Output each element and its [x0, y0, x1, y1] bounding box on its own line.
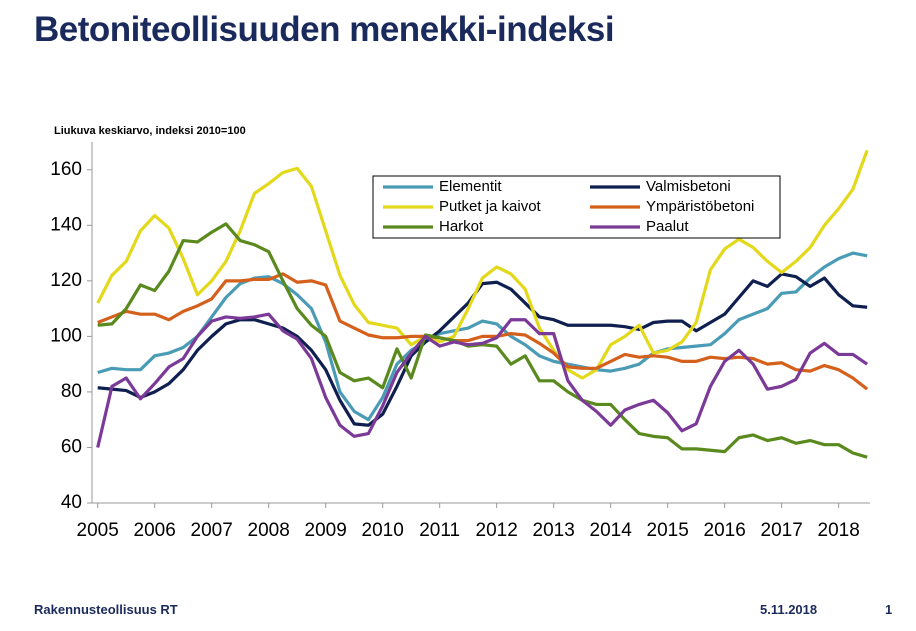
- x-tick-label: 2018: [818, 520, 860, 541]
- y-tick-label: 160: [50, 159, 82, 180]
- x-tick-label: 2015: [647, 520, 689, 541]
- line-series: [97, 251, 868, 422]
- legend-label: Harkot: [439, 218, 484, 235]
- x-tick-label: 2007: [191, 520, 233, 541]
- x-tick-label: 2005: [77, 520, 119, 541]
- x-tick-label: 2008: [248, 520, 290, 541]
- line-series: [97, 272, 868, 427]
- y-tick-label: 140: [50, 214, 82, 235]
- x-tick-label: 2014: [590, 520, 633, 541]
- y-tick-label: 120: [50, 270, 82, 291]
- y-tick-label: 80: [61, 381, 82, 402]
- x-tick-label: 2006: [134, 520, 176, 541]
- page-number: 1: [885, 602, 893, 617]
- line-series: [97, 272, 869, 391]
- y-tick-label: 100: [50, 325, 82, 346]
- legend-label: Elementit: [439, 178, 502, 195]
- x-tick-label: 2011: [419, 520, 460, 541]
- x-tick-label: 2012: [476, 520, 518, 541]
- slide-title: Betoniteollisuuden menekki-indeksi: [34, 10, 615, 49]
- x-tick-label: 2009: [305, 520, 347, 541]
- y-tick-label: 40: [61, 492, 82, 513]
- x-tick-label: 2010: [362, 520, 404, 541]
- chart: Liukuva keskiarvo, indeksi 2010=100 40 60…: [50, 125, 870, 541]
- legend-label: Paalut: [646, 218, 689, 235]
- line-series: [96, 149, 869, 380]
- x-tick-label: 2013: [533, 520, 575, 541]
- line-series: [96, 312, 869, 448]
- footer-date: 5.11.2018: [760, 602, 818, 617]
- legend-label: Putket ja kaivot: [439, 198, 542, 215]
- chart-subtitle: Liukuva keskiarvo, indeksi 2010=100: [54, 125, 246, 137]
- legend-label: Valmisbetoni: [646, 178, 731, 195]
- x-tick-label: 2016: [704, 520, 746, 541]
- footer-source: Rakennusteollisuus RT: [34, 602, 178, 617]
- x-tick-label: 2017: [761, 520, 803, 541]
- legend-label: Ympäristöbetoni: [646, 198, 754, 215]
- line-series: [97, 222, 868, 459]
- legend-box: [372, 175, 781, 239]
- y-tick-label: 60: [61, 436, 82, 457]
